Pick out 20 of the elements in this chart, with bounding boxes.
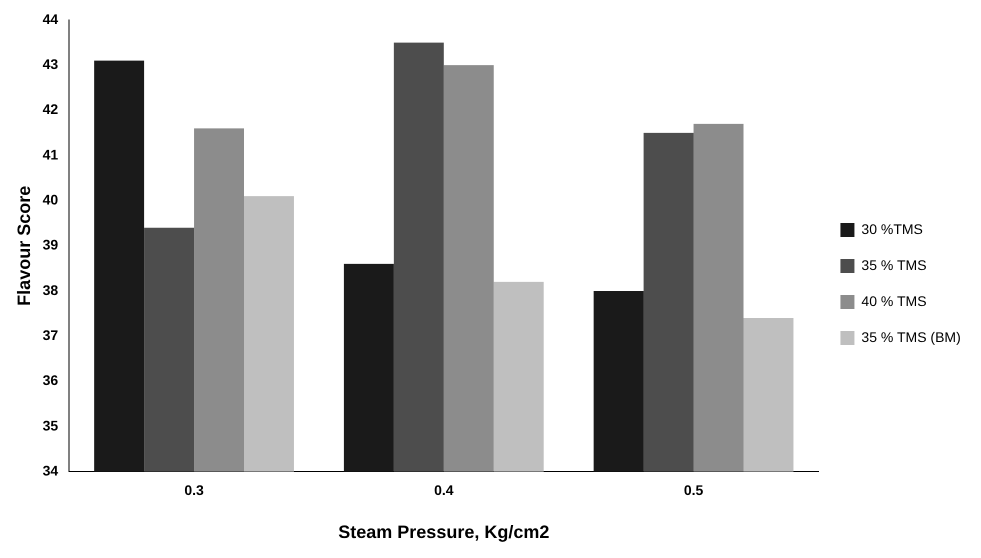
y-tick-label: 40 bbox=[42, 192, 58, 208]
x-tick-label: 0.4 bbox=[434, 482, 454, 498]
legend-label: 40 % TMS bbox=[861, 292, 927, 309]
legend-label: 30 %TMS bbox=[861, 220, 923, 237]
y-tick-label: 36 bbox=[42, 372, 58, 388]
y-tick-label: 37 bbox=[42, 326, 58, 343]
y-tick-label: 42 bbox=[42, 101, 58, 118]
legend-label: 35 % TMS (BM) bbox=[861, 328, 961, 345]
y-tick-label: 34 bbox=[42, 462, 58, 478]
x-axis-title: Steam Pressure, Kg/cm2 bbox=[338, 522, 550, 542]
y-tick-label: 38 bbox=[42, 282, 58, 298]
y-tick-label: 43 bbox=[42, 56, 58, 72]
x-tick-label: 0.3 bbox=[184, 482, 204, 498]
x-tick-label: 0.5 bbox=[684, 482, 704, 498]
y-axis-title: Flavour Score bbox=[14, 186, 34, 306]
y-tick-label: 39 bbox=[42, 236, 58, 253]
legend-label: 35 % TMS bbox=[861, 256, 927, 273]
y-tick-label: 41 bbox=[42, 146, 58, 162]
y-tick-label: 44 bbox=[42, 10, 58, 27]
y-tick-label: 35 bbox=[42, 417, 58, 434]
